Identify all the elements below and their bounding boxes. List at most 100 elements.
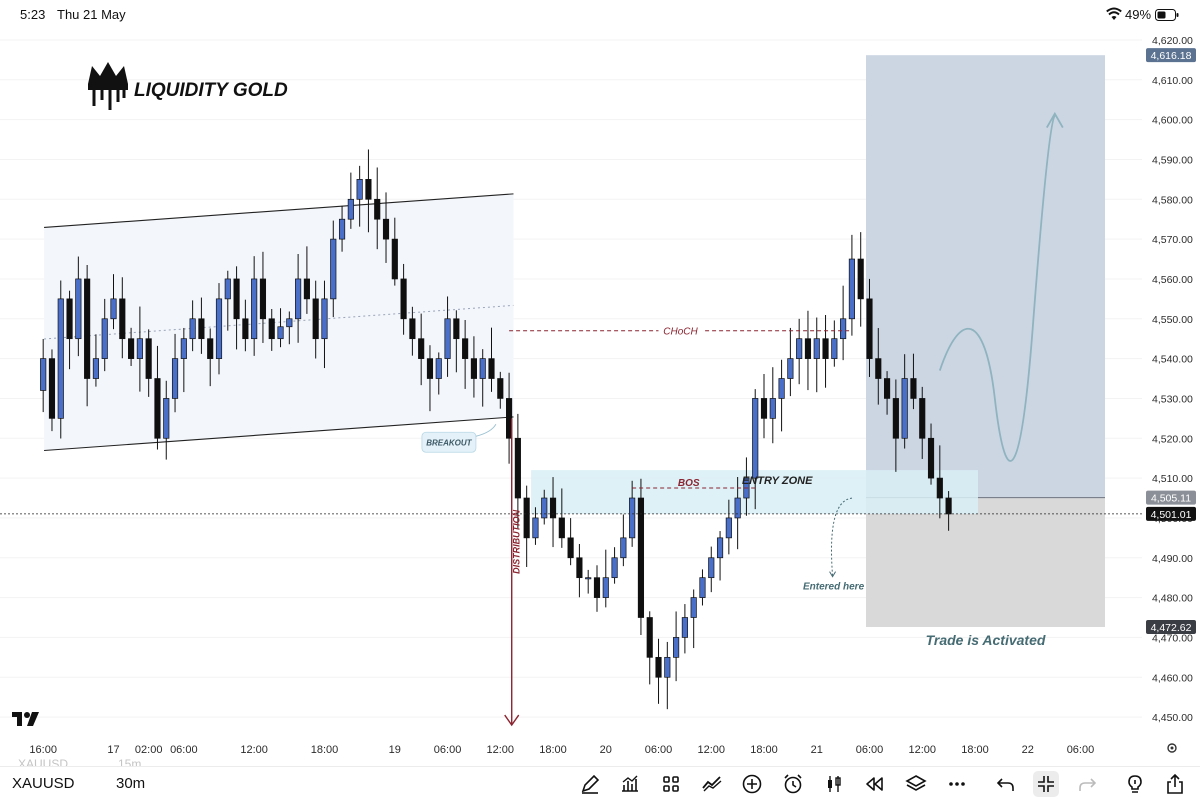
candle-body	[119, 298, 126, 340]
redo-icon[interactable]	[1074, 771, 1100, 797]
candle-body	[233, 278, 240, 320]
replay-icon[interactable]	[861, 771, 887, 797]
symbol-watermark: XAUUSD	[18, 757, 68, 766]
status-time: 5:23	[20, 7, 46, 22]
add-icon[interactable]	[739, 771, 765, 797]
candle-body	[347, 198, 354, 220]
battery-percent: 49%	[1125, 7, 1152, 22]
candle-body	[901, 378, 908, 439]
candle-body	[251, 278, 258, 340]
candle-body	[760, 398, 768, 419]
annotations: CHoCH BOS ENTRY ZONE BREAKOUT DISTRIBUTION En…	[0, 111, 1142, 727]
price-tick-label: 4,540.00	[1152, 354, 1193, 366]
candle-body	[919, 398, 926, 439]
choch-label-bg	[658, 323, 703, 337]
price-chart[interactable]: CHoCH BOS ENTRY ZONE BREAKOUT DISTRIBUTION En…	[0, 0, 1200, 766]
price-tick-label: 4,570.00	[1152, 234, 1193, 246]
candle-body	[558, 517, 565, 539]
candle-body	[154, 378, 161, 439]
price-tag: 4,472.62	[1146, 619, 1196, 634]
candle-body	[110, 298, 117, 320]
layout-grid-icon[interactable]	[658, 771, 684, 797]
candle-body	[207, 338, 214, 359]
candle-body	[725, 517, 732, 539]
price-tag: 4,501.01	[1146, 506, 1196, 521]
idea-bulb-icon[interactable]	[1122, 771, 1148, 797]
tradingview-logo	[12, 712, 39, 726]
candle-body	[541, 497, 548, 519]
candles-icon[interactable]	[821, 771, 847, 797]
candle-body	[497, 378, 504, 399]
candle-body	[620, 537, 627, 559]
interval-selector[interactable]: 30m	[116, 775, 146, 792]
candle-body	[84, 278, 91, 379]
symbol-selector[interactable]: XAUUSD	[12, 775, 75, 792]
share-icon[interactable]	[1162, 771, 1188, 797]
candle-body	[840, 318, 847, 340]
price-tick-label: 4,490.00	[1152, 553, 1193, 565]
candle-body	[892, 398, 899, 439]
layers-icon[interactable]	[903, 771, 929, 797]
candle-body	[321, 298, 328, 340]
time-tick-label: 22	[1022, 744, 1034, 756]
undo-icon[interactable]	[993, 771, 1019, 797]
candle-body	[673, 637, 680, 658]
candle-body	[48, 358, 56, 419]
price-tick-label: 4,510.00	[1152, 473, 1193, 485]
candle-body	[189, 318, 196, 340]
candle-body	[444, 318, 451, 359]
projection-path	[938, 115, 1056, 462]
price-tag-label: 4,505.11	[1151, 493, 1191, 505]
candle-body	[945, 497, 952, 515]
candle-body	[470, 358, 477, 379]
candle-body	[259, 278, 267, 320]
trade-status-label: Trade is Activated	[926, 632, 1046, 648]
candle-body	[629, 497, 636, 539]
candle-body	[426, 358, 434, 379]
price-tick-label: 4,450.00	[1152, 712, 1193, 724]
time-tick-label: 21	[811, 744, 823, 756]
time-tick-label: 20	[600, 744, 612, 756]
alarm-clock-icon[interactable]	[780, 771, 806, 797]
price-tag-label: 4,501.01	[1151, 509, 1192, 521]
time-axis[interactable]: 16:00 17 02:00 06:00 12:00 18:00 19 06:00 12:00 1…	[29, 743, 1177, 756]
candle-body	[453, 318, 460, 340]
candle-body	[128, 338, 135, 359]
compare-icon[interactable]	[699, 771, 725, 797]
candle-body	[822, 338, 829, 359]
candle-body	[769, 398, 776, 419]
candle-body	[40, 358, 47, 391]
candle-body	[602, 577, 609, 598]
candle-body	[268, 318, 275, 340]
time-tick-label: 06:00	[1067, 744, 1095, 756]
candle-body	[382, 218, 390, 240]
candle-body	[778, 378, 785, 399]
collapse-icon[interactable]	[1033, 771, 1059, 797]
candle-body	[400, 278, 407, 320]
candle-body	[708, 557, 715, 579]
price-tag: 4,616.18	[1146, 48, 1196, 63]
candle-body	[831, 338, 838, 359]
candle-body	[303, 278, 310, 300]
candle-body	[927, 437, 935, 479]
more-icon[interactable]	[944, 771, 970, 797]
price-tick-label: 4,560.00	[1152, 274, 1193, 286]
candle-body	[224, 278, 231, 300]
candle-body	[462, 338, 469, 359]
settings-gear-icon[interactable]	[1167, 743, 1177, 753]
price-axis[interactable]: 4,450.00 4,460.00 4,470.00 4,480.00 4,490.00…	[1146, 35, 1196, 724]
candle-body	[286, 318, 293, 328]
candle-body	[593, 577, 601, 598]
drawing-pen-icon[interactable]	[577, 771, 603, 797]
candle-body	[681, 617, 688, 638]
candle-body	[804, 338, 812, 359]
candle-body	[365, 179, 372, 200]
price-tick-label: 4,620.00	[1152, 35, 1193, 47]
candle-body	[277, 326, 284, 340]
time-tick-label: 06:00	[645, 744, 673, 756]
time-tick-label: 02:00	[135, 744, 163, 756]
candle-body	[664, 656, 671, 678]
breakout-label: BREAKOUT	[426, 438, 472, 447]
indicators-icon[interactable]	[617, 771, 643, 797]
choch-label: CHoCH	[663, 327, 698, 338]
